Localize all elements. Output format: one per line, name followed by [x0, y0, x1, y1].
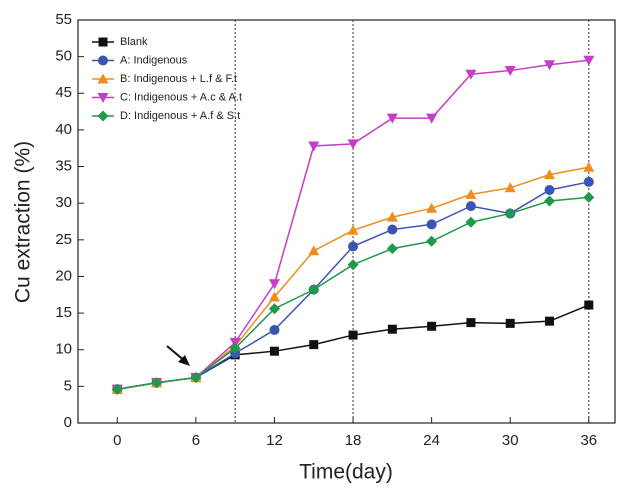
marker	[268, 291, 280, 302]
marker	[309, 340, 319, 350]
marker	[348, 330, 358, 340]
legend-marker	[98, 55, 108, 66]
plot-frame	[77, 19, 616, 424]
legend-label: A: Indigenous	[120, 54, 188, 66]
x-tick-label: 30	[502, 432, 519, 449]
marker	[347, 139, 359, 150]
y-tick-label: 35	[55, 158, 72, 175]
y-tick-label: 5	[64, 377, 72, 394]
x-tick-label: 12	[266, 432, 283, 449]
marker	[504, 207, 516, 219]
y-tick-label: 10	[55, 341, 72, 358]
marker	[308, 141, 320, 152]
x-tick-label: 6	[192, 432, 200, 449]
marker	[387, 224, 398, 235]
marker	[505, 318, 515, 328]
marker	[426, 202, 438, 213]
marker	[544, 184, 555, 195]
marker	[386, 113, 398, 124]
y-tick-label: 40	[55, 121, 72, 138]
marker	[387, 324, 397, 334]
marker	[544, 169, 556, 180]
y-tick-label: 20	[55, 267, 72, 284]
marker	[544, 60, 556, 71]
marker	[583, 55, 595, 66]
y-tick-label: 25	[55, 231, 72, 248]
marker	[465, 216, 477, 228]
y-tick-label: 55	[55, 11, 72, 28]
marker	[268, 279, 280, 290]
marker	[426, 219, 437, 230]
marker	[229, 342, 241, 354]
marker	[426, 235, 438, 247]
marker	[386, 243, 398, 255]
marker	[504, 182, 516, 193]
marker	[583, 161, 595, 172]
x-axis-title: Time(day)	[299, 461, 393, 484]
y-axis-title: Cu extraction (%)	[12, 141, 35, 303]
y-tick-label: 45	[55, 84, 72, 101]
marker	[584, 300, 594, 310]
marker	[190, 372, 202, 384]
marker	[504, 66, 516, 77]
marker	[111, 383, 123, 395]
marker	[308, 245, 320, 256]
y-tick-label: 50	[55, 48, 72, 65]
legend-label: Blank	[120, 36, 148, 48]
x-tick-label: 36	[580, 432, 597, 449]
marker	[426, 113, 438, 124]
marker	[466, 318, 476, 328]
legend-marker	[97, 73, 109, 84]
legend-marker	[97, 110, 109, 122]
marker	[151, 377, 163, 389]
legend-marker	[98, 37, 108, 47]
legend-label: C: Indigenous + A.c & A.t	[120, 91, 242, 103]
marker	[347, 224, 359, 235]
legend-label: D: Indigenous + A.f & S.t	[120, 110, 240, 122]
y-tick-label: 30	[55, 194, 72, 211]
legend-marker	[97, 93, 109, 103]
marker	[269, 324, 280, 335]
marker	[386, 211, 398, 222]
marker	[308, 284, 320, 296]
marker	[465, 69, 477, 80]
x-tick-label: 0	[113, 432, 121, 449]
arrow	[166, 345, 190, 366]
y-tick-label: 0	[64, 414, 72, 431]
marker	[347, 259, 359, 271]
y-tick-label: 15	[55, 304, 72, 321]
marker	[544, 195, 556, 207]
marker	[427, 321, 437, 331]
marker	[348, 241, 359, 252]
marker	[465, 188, 477, 199]
marker	[583, 191, 595, 203]
marker	[269, 346, 279, 356]
marker	[268, 303, 280, 315]
marker	[545, 316, 555, 326]
x-tick-label: 18	[345, 432, 362, 449]
legend-label: B: Indigenous + L.f & F.t	[120, 73, 237, 85]
marker	[465, 201, 476, 212]
marker	[583, 176, 594, 187]
x-tick-label: 24	[423, 432, 440, 449]
